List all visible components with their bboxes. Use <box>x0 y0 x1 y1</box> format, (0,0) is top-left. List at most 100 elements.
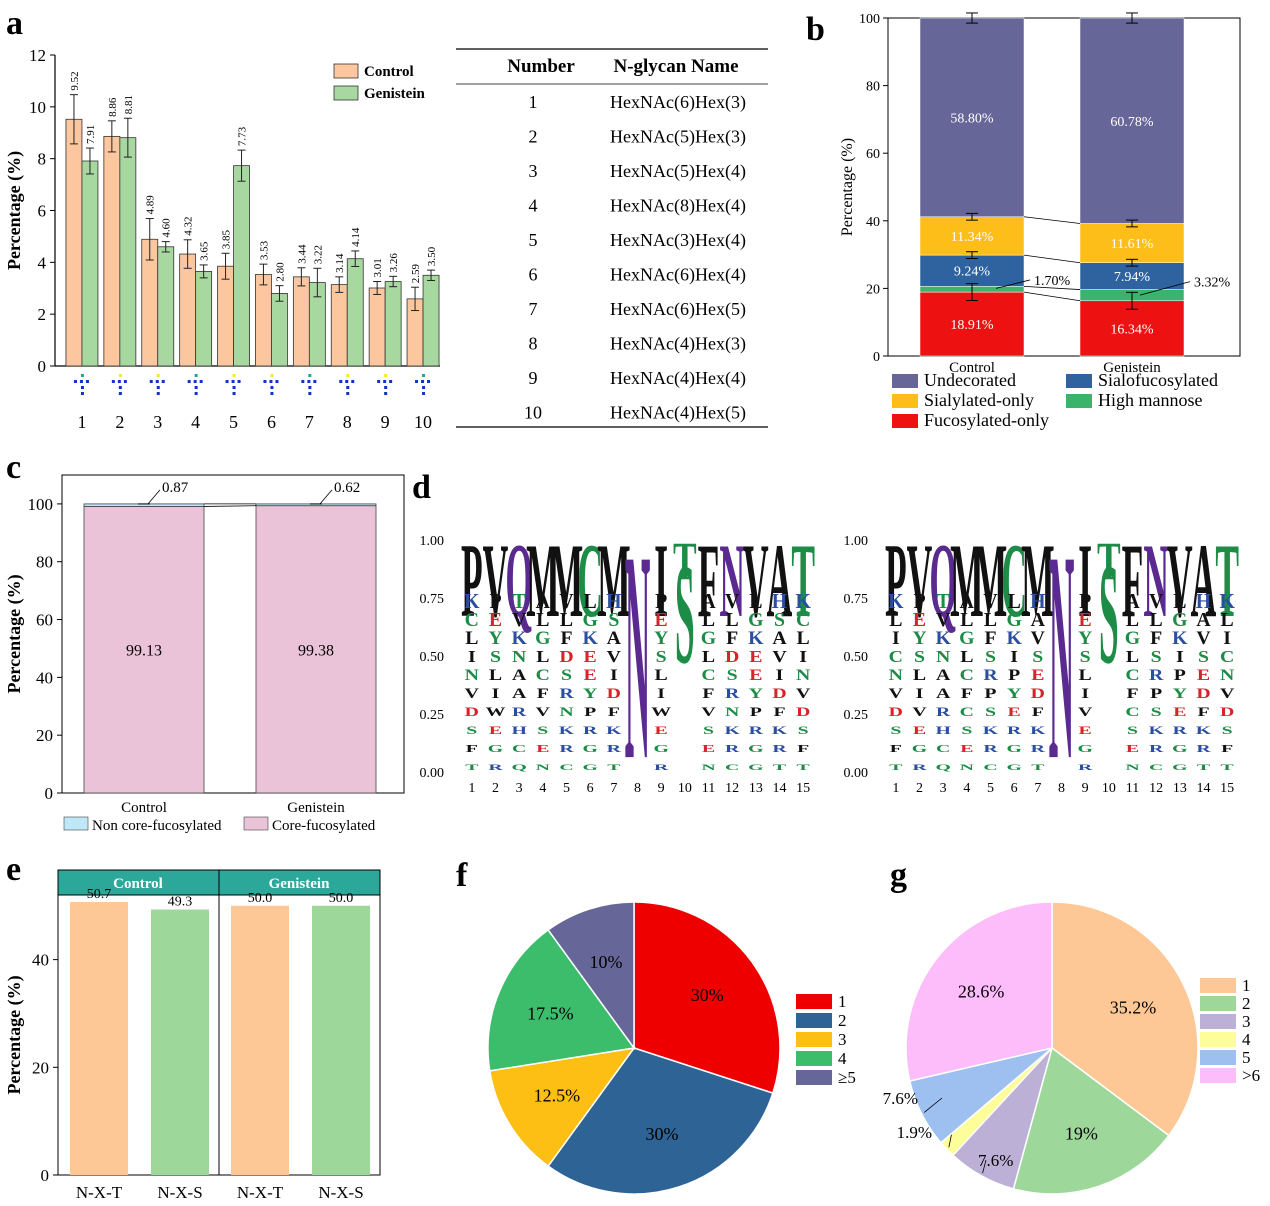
g-legend-label: 5 <box>1242 1048 1251 1067</box>
logo2-logo-letter: M <box>974 524 1008 641</box>
b-legend-swatch <box>892 374 918 388</box>
a-glycan-glyph-dot <box>313 380 317 383</box>
a-glycan-glyph-dot <box>232 374 236 377</box>
a-data-label: 3.01 <box>372 258 384 277</box>
logo1-x-tick-label: 10 <box>678 781 692 796</box>
logo2-x-tick-label: 13 <box>1173 781 1187 796</box>
c-x-tick-label: Control <box>121 800 167 816</box>
logo2-logo-letter: S <box>1198 647 1209 667</box>
logo2-logo-letter: M <box>1021 524 1055 641</box>
logo1-x-tick-label: 4 <box>539 781 546 796</box>
a-glycan-glyph-dot <box>199 380 203 383</box>
logo2-logo-letter: D <box>889 704 903 719</box>
logo2-logo-letter: V <box>1031 628 1045 648</box>
panel-letter-e: e <box>6 851 21 888</box>
logo1-logo-letter: L <box>726 609 739 631</box>
logo2-logo-letter: E <box>1008 704 1021 719</box>
logo2-logo-letter: V <box>936 609 951 631</box>
logo1-logo-letter: N <box>465 666 479 684</box>
b-frame <box>887 17 1241 357</box>
logo2-logo-letter: P <box>885 524 907 641</box>
logo1-logo-letter: F <box>726 628 738 648</box>
logo1-logo-letter: K <box>772 724 788 737</box>
logo1-logo-letter: A <box>536 590 550 613</box>
b-data-label: 16.34% <box>1110 322 1154 337</box>
a-x-tick-label: 9 <box>381 412 390 432</box>
logo2-x-tick-label: 4 <box>963 781 970 796</box>
logo1-x-tick-label: 7 <box>610 781 617 796</box>
panel-letter-g: g <box>890 857 907 894</box>
b-bar-segment <box>919 17 1025 218</box>
logo1-logo-letter: N <box>719 524 745 641</box>
g-legend-label: 2 <box>1242 994 1251 1013</box>
logo2-logo-letter: L <box>889 609 902 631</box>
logo2-logo-letter: V <box>889 686 904 702</box>
logo1-logo-letter: V <box>743 524 769 641</box>
logo1-logo-letter: K <box>582 628 597 648</box>
table-cell-number: 10 <box>524 403 542 423</box>
logo1-logo-letter: E <box>584 666 597 684</box>
a-glycan-glyph-dot <box>384 392 388 395</box>
b-y-axis-title: Percentage (%) <box>839 138 856 236</box>
g-pie-label: 19% <box>1065 1124 1098 1144</box>
logo2-logo-letter: K <box>1006 628 1021 648</box>
logo2-logo-letter: P <box>1150 686 1163 702</box>
logo1-logo-letter: F <box>560 628 572 648</box>
logo1-logo-letter: C <box>577 524 603 641</box>
a-data-label: 3.44 <box>296 244 308 264</box>
logo2-logo-letter: R <box>1173 724 1188 737</box>
logo1-logo-letter: N <box>536 763 550 773</box>
table-cell-number: 1 <box>529 92 538 112</box>
logo1-logo-letter: L <box>797 628 810 648</box>
a-glycan-glyph-dot <box>118 386 122 389</box>
logo2-logo-letter: V <box>1078 704 1092 719</box>
g-legend-swatch <box>1200 978 1236 993</box>
logo1-logo-letter: A <box>512 666 526 684</box>
b-bar-segment <box>1079 300 1185 357</box>
logo2-logo-letter: S <box>985 704 996 719</box>
logo2-logo-letter: G <box>1125 628 1140 648</box>
a-glycan-glyph-dot <box>156 386 160 389</box>
logo2-logo-letter: G <box>912 744 927 755</box>
logo1-logo-letter: S <box>774 609 785 631</box>
b-legend-label: High mannose <box>1098 390 1202 410</box>
e-group-label: Genistein <box>269 876 330 892</box>
logo2-y-tick-label: 0.25 <box>844 708 869 723</box>
chart-b: 0 20 40 60 80 100 Percentage (%) 18.91% 9.24% 11.… <box>839 12 1241 430</box>
a-bar-genistein <box>195 271 213 367</box>
logo1-logo-letter: G <box>701 628 716 648</box>
b-data-label: 11.34% <box>951 230 994 245</box>
a-y-tick-label: 2 <box>38 305 47 324</box>
logo2-logo-letter: G <box>1006 763 1022 773</box>
a-data-label: 3.50 <box>426 246 438 266</box>
panel-letter-b: b <box>806 11 825 48</box>
a-data-label: 4.14 <box>350 227 362 247</box>
f-pie-slice <box>547 1047 774 1195</box>
a-glycan-glyph-dot <box>301 380 305 383</box>
logo2-logo-letter: V <box>983 590 997 613</box>
logo2-logo-letter: P <box>1008 666 1020 684</box>
logo2-logo-letter: R <box>1078 763 1094 773</box>
e-data-label: 50.0 <box>329 891 354 906</box>
c-y-tick-label: 100 <box>28 495 54 514</box>
logo1-logo-letter: Q <box>511 763 527 773</box>
logo1-y-tick-label: 0.25 <box>420 708 445 723</box>
e-data-label: 50.7 <box>87 887 112 902</box>
a-bar-control <box>65 118 83 367</box>
logo2-logo-letter: R <box>1007 724 1022 737</box>
logo1-logo-letter: D <box>465 704 479 719</box>
c-legend-swatch <box>243 816 269 831</box>
logo1-logo-letter: E <box>655 609 668 631</box>
logo2-logo-letter: E <box>1197 666 1210 684</box>
a-glycan-glyph-dot <box>118 374 122 377</box>
logo2-logo-letter: G <box>1172 744 1187 755</box>
logo2-logo-letter: K <box>1148 724 1164 737</box>
e-bar <box>70 902 128 1175</box>
a-bar-genistein <box>81 160 99 367</box>
logo1-logo-letter: R <box>607 744 622 755</box>
logo1-logo-letter: W <box>651 704 671 719</box>
logo2-logo-letter: D <box>1031 686 1045 702</box>
logo2-logo-letter: A <box>1191 524 1217 641</box>
logo2-logo-letter: L <box>1008 590 1021 613</box>
